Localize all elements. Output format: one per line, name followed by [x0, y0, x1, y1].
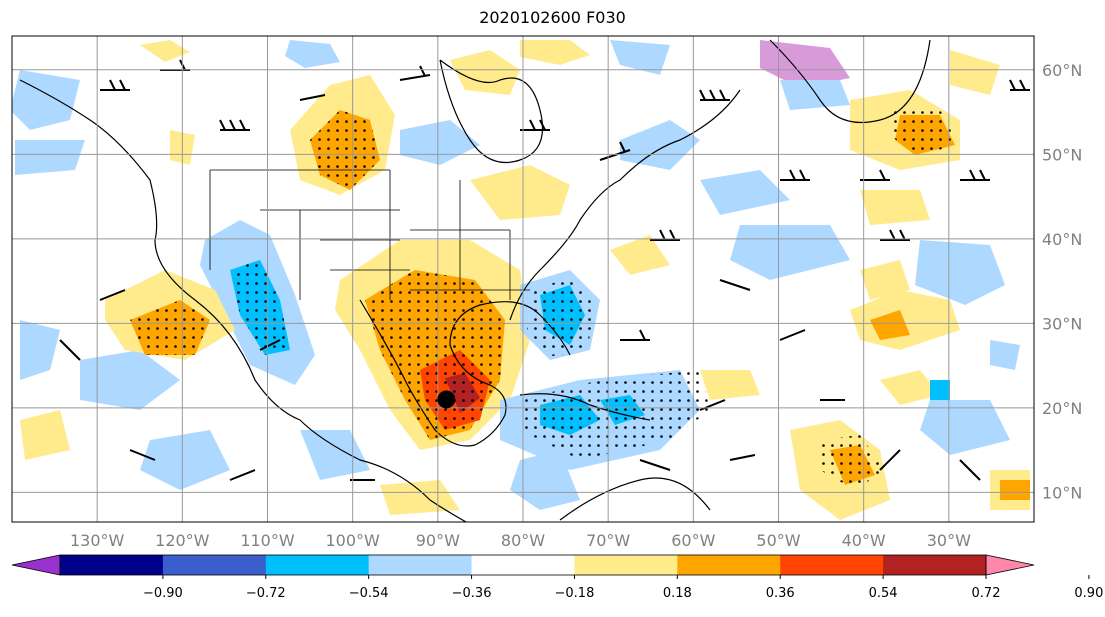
wind-barbs [59, 59, 1030, 481]
lon-tick-label: 40°W [842, 531, 886, 550]
colorbar-tick-label: 0.54 [869, 586, 898, 601]
colorbar-extend-high [985, 554, 1035, 576]
colorbar-segment [471, 555, 575, 575]
chart-title: 2020102600 F030 [479, 8, 626, 27]
colorbar-segment [265, 555, 370, 575]
colorbar [11, 554, 1090, 579]
colorbar-tick-label: −0.90 [143, 586, 183, 601]
lon-tick-label: 30°W [927, 531, 971, 550]
colorbar-segment [677, 555, 781, 575]
lon-tick-label: 80°W [501, 531, 545, 550]
colorbar-tick-label: 0.36 [766, 586, 795, 601]
map-gridlines [12, 36, 1034, 522]
lon-tick-label: 120°W [155, 531, 210, 550]
latitude-labels: 60°N 50°N 40°N 30°N 20°N 10°N [1042, 61, 1082, 503]
colorbar-tick-label: −0.54 [349, 586, 389, 601]
lat-tick-label: 60°N [1042, 61, 1082, 80]
lat-tick-label: 40°N [1042, 230, 1082, 249]
colorbar-tick-label: 0.72 [972, 586, 1001, 601]
storm-center-marker [437, 390, 456, 409]
colorbar-segment [60, 555, 164, 575]
colorbar-tick-label: 0.90 [1074, 586, 1103, 601]
longitude-labels: 130°W 120°W 110°W 100°W 90°W 80°W 70°W 60°W 50°W… [70, 531, 971, 550]
lon-tick-label: 90°W [416, 531, 460, 550]
colorbar-tick-label: −0.36 [452, 586, 492, 601]
lon-tick-label: 70°W [586, 531, 630, 550]
colorbar-labels: −0.90 −0.72 −0.54 −0.36 −0.18 0.18 0.36 0.54 0.7… [143, 586, 1103, 601]
lat-tick-label: 30°N [1042, 314, 1082, 333]
colorbar-segment [780, 555, 884, 575]
colorbar-extend-low [11, 554, 61, 576]
colorbar-segment [574, 555, 678, 575]
colorbar-segment [162, 555, 267, 575]
colorbar-segment [368, 555, 473, 575]
coastlines-and-borders [19, 39, 931, 522]
lon-tick-label: 100°W [325, 531, 380, 550]
map-area [12, 36, 1034, 522]
lat-tick-label: 10°N [1042, 483, 1082, 502]
lon-tick-label: 60°W [671, 531, 715, 550]
lon-tick-label: 50°W [756, 531, 800, 550]
colorbar-segment [883, 555, 987, 575]
colorbar-tick-label: 0.18 [663, 586, 692, 601]
lon-tick-label: 110°W [240, 531, 295, 550]
lat-tick-label: 20°N [1042, 399, 1082, 418]
lon-tick-label: 130°W [70, 531, 125, 550]
lat-tick-label: 50°N [1042, 145, 1082, 164]
colorbar-tick-label: −0.18 [555, 586, 595, 601]
colorbar-tick-label: −0.72 [246, 586, 286, 601]
